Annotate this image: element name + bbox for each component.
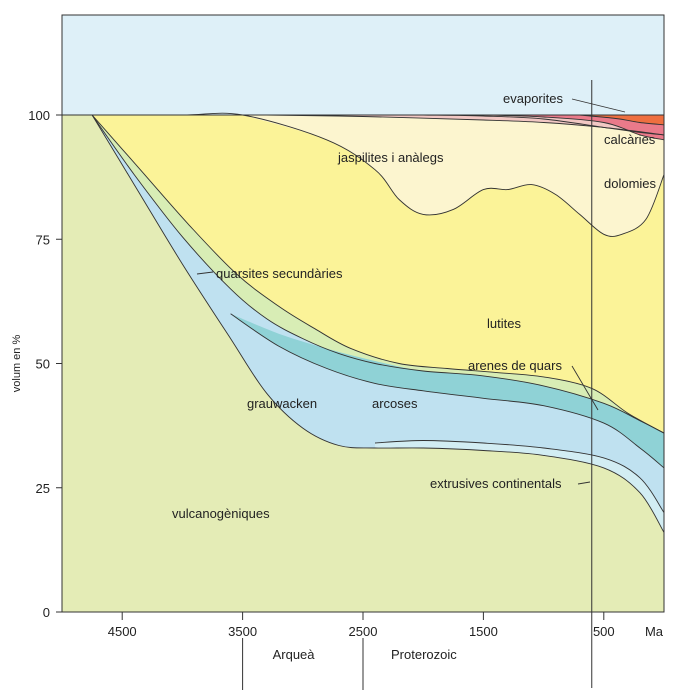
label-jaspilites: jaspilites i anàlegs (337, 150, 444, 165)
label-grauwacken: grauwacken (247, 396, 317, 411)
label-arenes: arenes de quars (468, 358, 562, 373)
x-tick-label: 500 (593, 624, 615, 639)
label-evaporites: evaporites (503, 91, 563, 106)
boundary-extrusives-top (374, 440, 664, 513)
label-dolomies: dolomies (604, 176, 657, 191)
era-label: Arqueà (273, 647, 316, 662)
region-quarsites-arenes (92, 115, 664, 434)
region-vulcanogeniques (92, 115, 664, 612)
boundary-calcaries-bottom (483, 114, 664, 141)
boundary-lutites-top (92, 112, 664, 237)
boundary-arcoses-bottom (230, 313, 664, 469)
boundary-quarsites-top (91, 114, 664, 434)
label-arcoses: arcoses (372, 396, 418, 411)
region-grauwacken (92, 115, 664, 533)
label-vulcanogeniques: vulcanogèniques (172, 506, 270, 521)
plot-area (62, 15, 664, 612)
label-leader-line (196, 271, 214, 275)
x-tick-label: 2500 (349, 624, 378, 639)
y-axis-label: volum en % (11, 335, 23, 393)
y-tick-label: 0 (43, 605, 50, 620)
label-calcaries: calcàries (604, 132, 656, 147)
background-above-100 (62, 15, 664, 115)
label-extrusives: extrusives continentals (430, 476, 562, 491)
label-lutites: lutites (487, 316, 521, 331)
x-tick-label: 4500 (108, 624, 137, 639)
y-tick-label: 100 (28, 108, 50, 123)
era-label: Proterozoic (391, 647, 457, 662)
y-tick-label: 75 (36, 232, 50, 247)
region-calcaries (483, 115, 664, 140)
region-lutites (92, 114, 664, 434)
boundary-dolomies-top (423, 114, 664, 136)
boundary-grauwacken-top (91, 114, 664, 434)
x-tick-label: 3500 (228, 624, 257, 639)
x-tick-label: 1500 (469, 624, 498, 639)
region-jaspilites (242, 115, 664, 237)
boundary-evaporites-bottom (579, 114, 664, 126)
y-tick-label: 50 (36, 357, 50, 372)
label-leader-line (571, 365, 599, 411)
label-leader-line (577, 481, 591, 485)
label-quarsites: quarsites secundàries (216, 266, 343, 281)
region-arcoses (230, 313, 664, 468)
label-leader-line (571, 98, 626, 113)
x-unit-label: Ma (645, 624, 664, 639)
y-tick-label: 25 (36, 481, 50, 496)
